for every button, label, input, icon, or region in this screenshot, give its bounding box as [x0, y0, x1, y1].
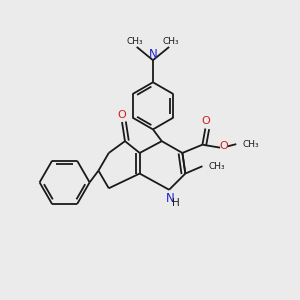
Text: O: O [219, 142, 228, 152]
Text: O: O [201, 116, 210, 126]
Text: H: H [172, 198, 180, 208]
Text: O: O [118, 110, 126, 120]
Text: N: N [166, 192, 174, 205]
Text: CH₃: CH₃ [242, 140, 259, 148]
Text: CH₃: CH₃ [162, 37, 179, 46]
Text: CH₃: CH₃ [127, 37, 144, 46]
Text: CH₃: CH₃ [208, 162, 225, 171]
Text: N: N [148, 48, 157, 61]
